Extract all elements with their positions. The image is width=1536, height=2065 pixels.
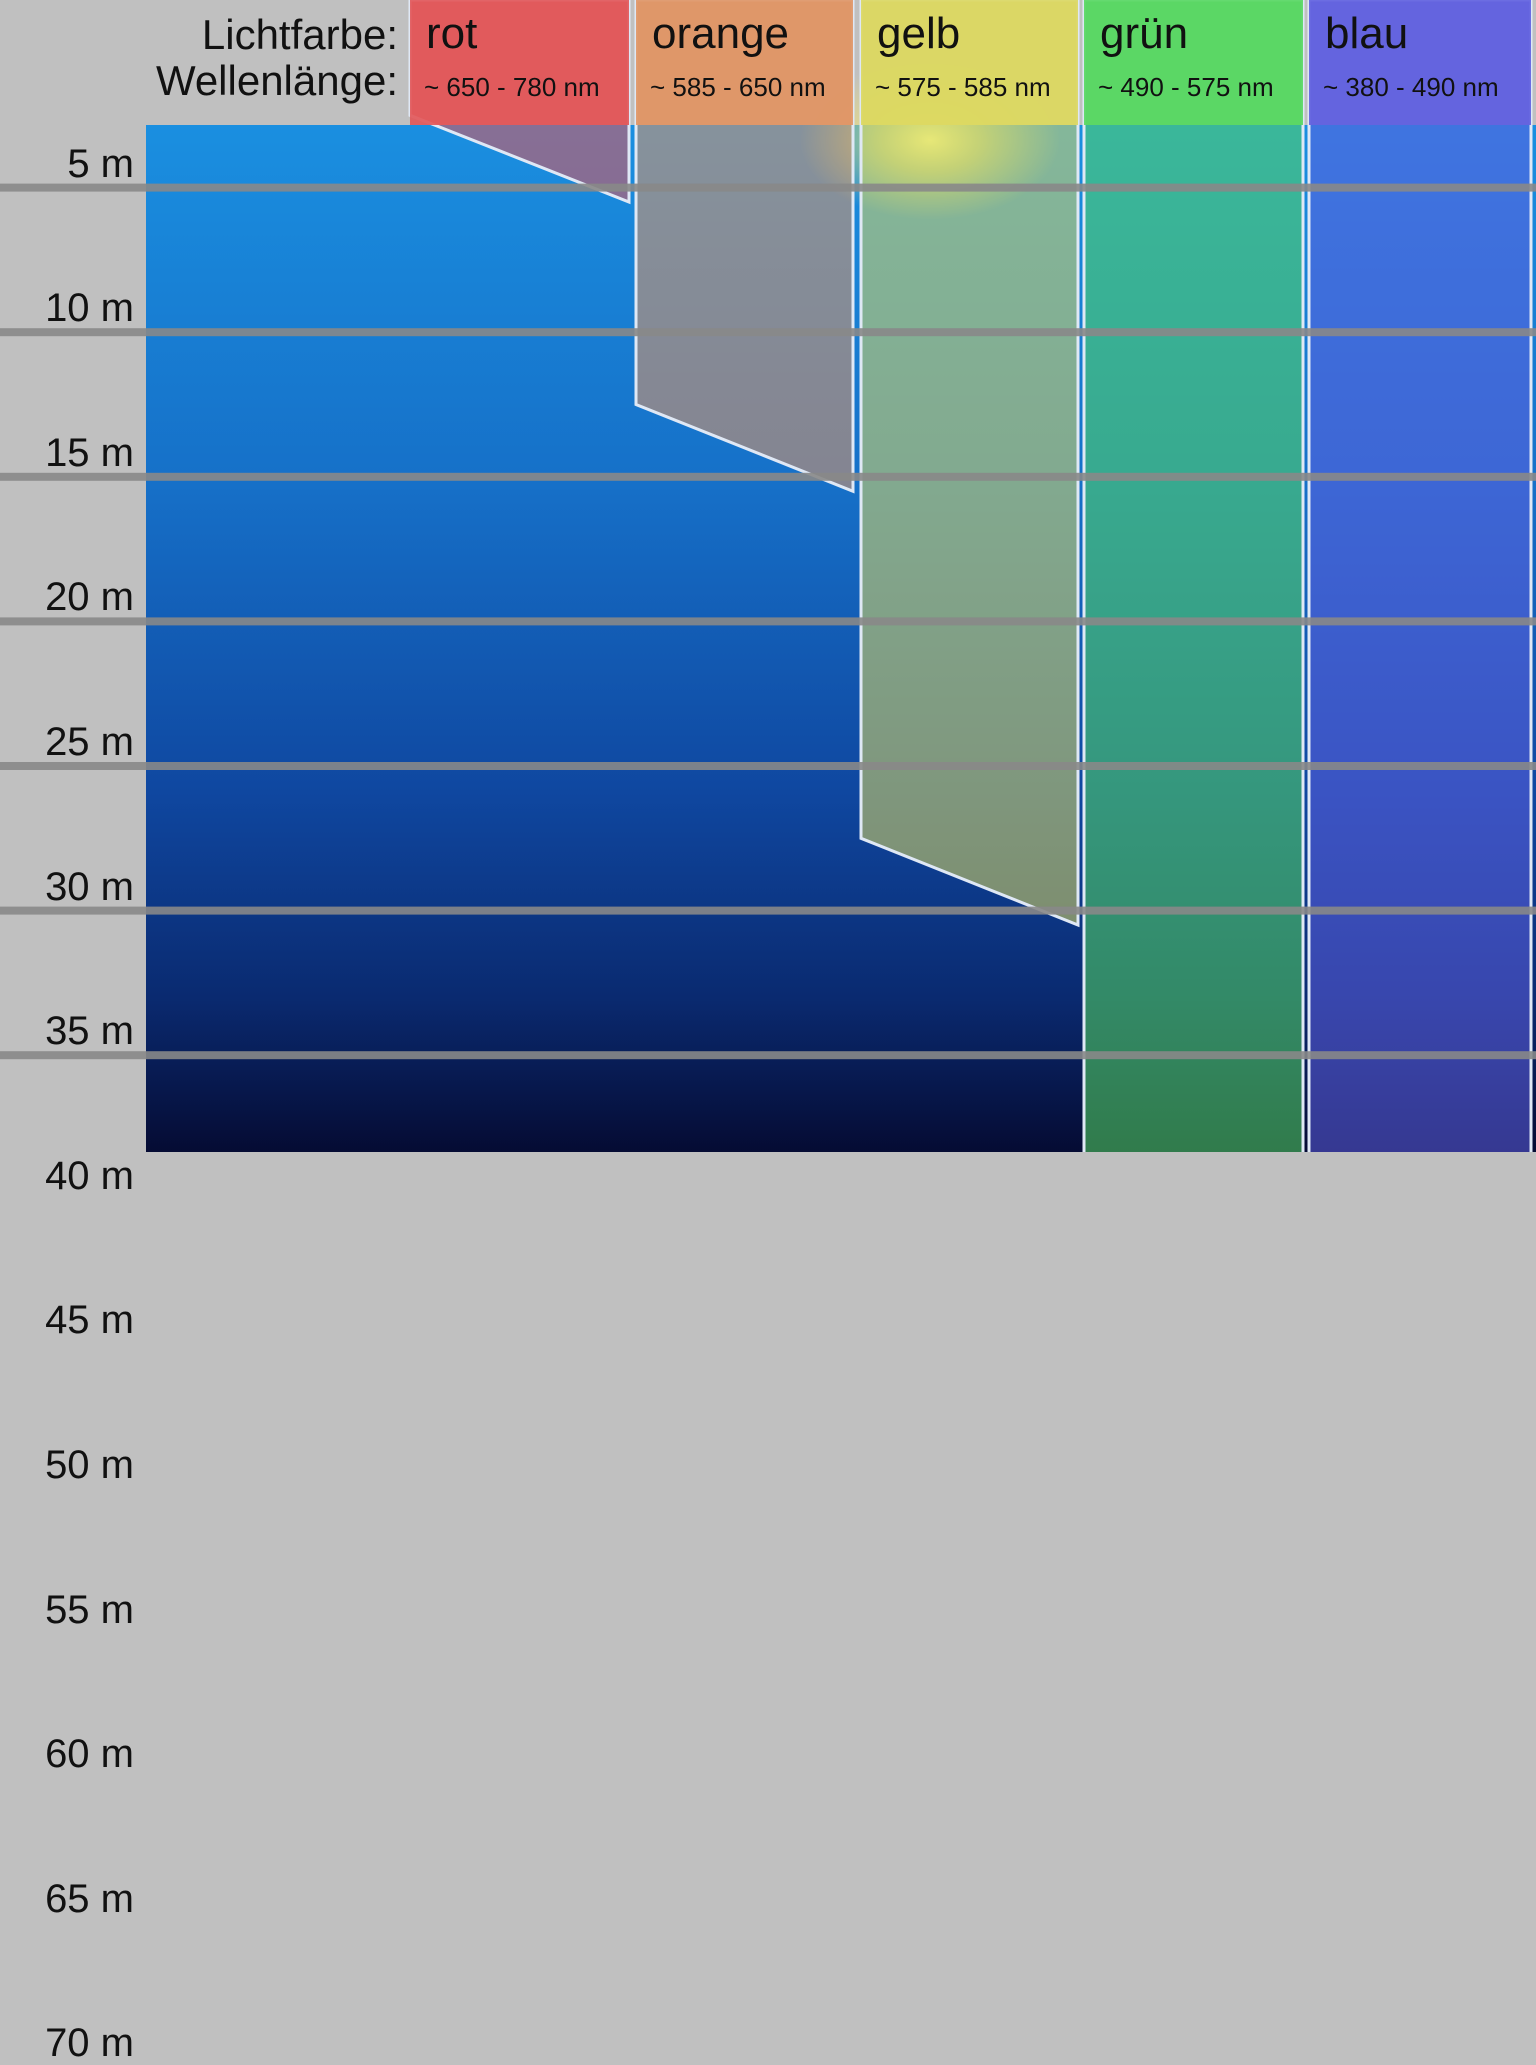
band-wavelength-range: ~ 575 - 585 nm	[875, 72, 1051, 102]
depth-label: 10 m	[45, 286, 134, 331]
band-rot-header	[410, 0, 629, 125]
band-name: blau	[1325, 9, 1409, 58]
depth-label: 15 m	[45, 430, 134, 475]
depth-label: 25 m	[45, 720, 134, 764]
band-name: rot	[426, 9, 478, 58]
band-blau-header	[1309, 0, 1531, 125]
band-gelb-area	[859, 0, 1080, 928]
depth-label: 50 m	[45, 1443, 134, 1487]
depth-gridline	[0, 617, 1536, 626]
depth-label: 60 m	[45, 1732, 134, 1777]
depth-label: 45 m	[45, 1298, 134, 1343]
depth-label: 30 m	[45, 864, 134, 909]
depth-label: 35 m	[45, 1009, 134, 1054]
light-color-label: Lichtfarbe:	[201, 11, 398, 58]
depth-gridline	[0, 328, 1536, 337]
band-wavelength-range: ~ 585 - 650 nm	[650, 72, 826, 102]
band-grün-area	[1082, 0, 1305, 1152]
depth-gridline	[0, 1051, 1536, 1060]
depth-label: 55 m	[45, 1587, 134, 1632]
band-name: gelb	[877, 9, 961, 58]
band-gelb-header	[861, 0, 1078, 125]
band-grün-header	[1084, 0, 1303, 125]
water-depth-chart	[0, 0, 1536, 1152]
band-name: grün	[1100, 9, 1189, 58]
depth-label: 5 m	[67, 141, 134, 186]
wavelength-label: Wellenlänge:	[155, 57, 398, 104]
band-blau-area	[1307, 0, 1533, 1152]
band-name: orange	[652, 9, 790, 58]
depth-gridline	[0, 472, 1536, 481]
depth-gridline	[0, 906, 1536, 915]
depth-label: 20 m	[45, 575, 134, 620]
band-wavelength-range: ~ 650 - 780 nm	[424, 72, 600, 102]
band-wavelength-range: ~ 490 - 575 nm	[1098, 72, 1274, 102]
depth-label: 40 m	[45, 1153, 134, 1198]
band-orange-header	[636, 0, 853, 125]
depth-label: 70 m	[45, 2021, 134, 2065]
depth-label: 65 m	[45, 1876, 134, 1921]
depth-gridline	[0, 183, 1536, 192]
band-wavelength-range: ~ 380 - 490 nm	[1323, 72, 1499, 102]
depth-gridline	[0, 762, 1536, 770]
